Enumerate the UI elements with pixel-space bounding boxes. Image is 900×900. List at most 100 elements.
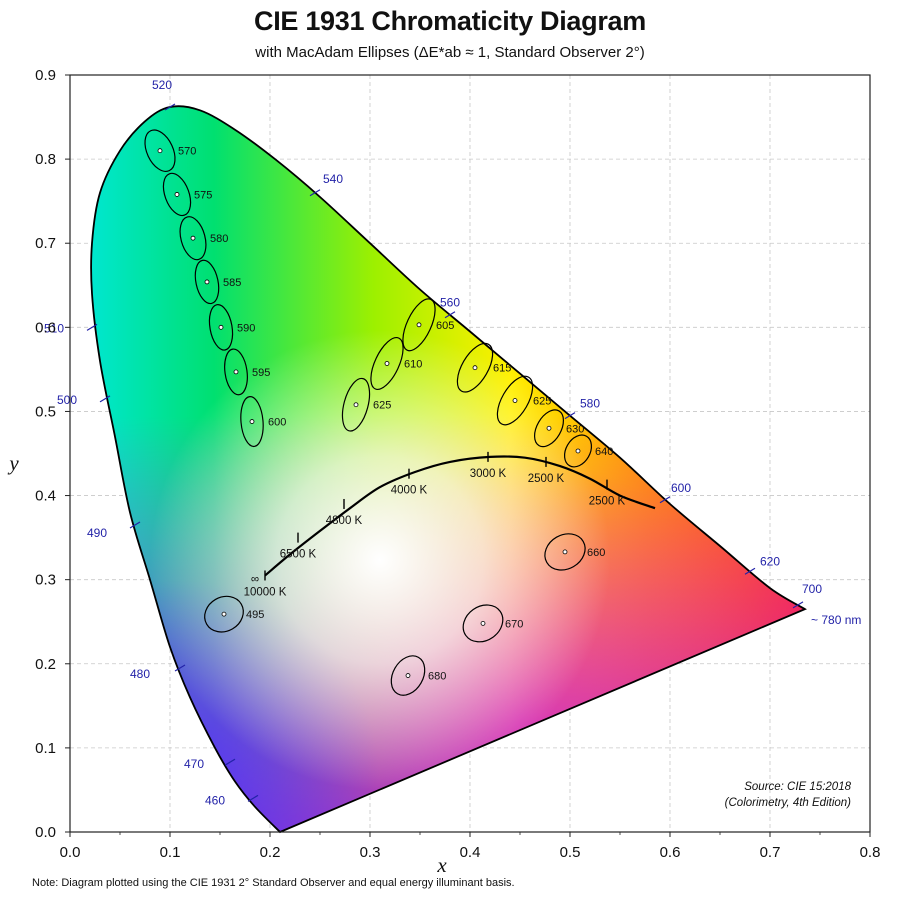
wavelength-label: 560 [440, 296, 460, 310]
wavelength-tick [86, 323, 98, 331]
ellipse-label: 595 [252, 367, 270, 379]
ellipse-label: 605 [436, 320, 454, 332]
macadam-ellipse [496, 375, 534, 426]
y-tick-label: 0.9 [35, 67, 56, 84]
wavelength-label: 490 [87, 526, 107, 540]
y-tick-label: 0.3 [35, 572, 56, 589]
ellipse-center-dot [353, 402, 359, 408]
gamut-fill [91, 106, 805, 832]
wavelength-label: 600 [671, 481, 691, 495]
macadam-ellipse [563, 434, 593, 468]
ellipse-center-dot [157, 148, 163, 154]
macadam-ellipse [462, 604, 504, 643]
wavelength-label: 460 [205, 793, 225, 807]
ellipse-center-dot [512, 398, 518, 403]
ellipse-label: 600 [268, 417, 286, 429]
ellipse-center-dot [416, 322, 422, 328]
wavelength-label: 470 [184, 757, 204, 771]
ellipse-label: 625 [373, 400, 391, 412]
y-tick-label: 0.4 [35, 488, 56, 505]
macadam-ellipse [240, 396, 264, 448]
macadam-ellipses: 570 575 580 585 590 595 600 625 610 605 615 625 630 6… [144, 129, 613, 696]
macadam-ellipse [194, 259, 220, 305]
ellipse-center-dot [218, 324, 224, 330]
wavelength-tick [99, 395, 111, 403]
wavelength-label: 700 [802, 582, 822, 596]
x-tick-label: 0.1 [160, 844, 181, 861]
wavelength-tick [659, 496, 671, 504]
axes: 0.0 0.1 0.2 0.3 0.4 0.5 0.6 0.7 0.8 0.0 0.1 0.2 0.3 0… [35, 67, 880, 861]
wavelength-tick [309, 189, 321, 197]
wavelength-label: 520 [152, 78, 172, 92]
y-tick-label: 0.1 [35, 740, 56, 757]
macadam-ellipse [533, 409, 565, 448]
macadam-ellipse [456, 342, 494, 393]
ellipse-center-dot [384, 361, 390, 366]
spectral-locus [90, 105, 807, 834]
wavelength-label: 500 [57, 393, 77, 407]
ellipse-center-dot [190, 235, 196, 241]
y-tick-label: 0.0 [35, 824, 56, 841]
ellipse-center-dot [472, 365, 478, 371]
x-tick-label: 0.6 [660, 844, 681, 861]
chart-title: CIE 1931 Chromaticity Diagram [254, 6, 646, 36]
ellipse-center-dot [405, 673, 411, 678]
wavelength-label: 580 [580, 397, 600, 411]
wavelength-tick [564, 412, 576, 420]
wavelength-tick [174, 664, 186, 672]
macadam-ellipse [204, 595, 244, 633]
macadam-ellipse [144, 129, 176, 172]
macadam-ellipse [179, 216, 207, 261]
cct-label: 10000 K [244, 586, 287, 598]
ellipse-label: 580 [210, 233, 228, 245]
ellipse-center-dot [562, 549, 568, 555]
ellipse-label: 570 [178, 146, 196, 158]
wavelength-label: 620 [760, 554, 780, 568]
ellipse-label: 590 [237, 322, 255, 334]
ellipse-center-dot [546, 425, 552, 431]
ellipse-label: 585 [223, 277, 241, 289]
x-tick-label: 0.0 [60, 844, 81, 861]
wavelength-label: 480 [130, 667, 150, 681]
ellipse-center-dot [480, 621, 486, 626]
ellipse-label: 670 [505, 618, 523, 630]
footnote: Note: Diagram plotted using the CIE 1931… [32, 877, 515, 889]
ellipse-label: 625 [533, 396, 551, 408]
wavelength-tick [224, 758, 236, 766]
macadam-ellipse [402, 298, 436, 352]
wavelength-labels: 460 470 480 490 500 510 520 540 560 580 600 620 700 ~… [44, 78, 861, 807]
macadam-ellipse [224, 348, 248, 396]
ellipse-center-dot [575, 448, 581, 454]
wavelength-tick [247, 794, 259, 802]
cct-label: 4000 K [391, 485, 428, 497]
ellipse-center-dot [233, 369, 239, 375]
macadam-ellipse [208, 304, 234, 351]
wavelength-label: 510 [44, 321, 64, 335]
wavelength-label: ~ 780 nm [811, 613, 861, 627]
y-axis-title: y [7, 451, 19, 475]
wavelength-tick [792, 601, 804, 609]
wavelength-tick [444, 311, 456, 319]
cct-label: 4800 K [326, 515, 363, 527]
planckian-locus [264, 455, 656, 577]
macadam-ellipse [370, 337, 404, 390]
cct-label: 6500 K [280, 549, 317, 561]
x-tick-label: 0.3 [360, 844, 381, 861]
ellipse-center-dot [249, 419, 255, 424]
infinity-label: ∞ [251, 573, 259, 585]
ellipse-center-dot [204, 279, 210, 285]
ellipse-label: 495 [246, 609, 264, 621]
cct-label: 2500 K [589, 496, 626, 508]
macadam-ellipse [544, 533, 586, 571]
wavelength-label: 540 [323, 172, 343, 186]
source-line-2: (Colorimetry, 4th Edition) [725, 797, 851, 809]
ellipse-label: 660 [587, 547, 605, 559]
ellipse-center-dot [221, 611, 227, 617]
ellipse-label: 615 [493, 363, 511, 375]
y-tick-label: 0.2 [35, 656, 56, 673]
x-axis-title: x [436, 853, 447, 877]
wavelength-tick [164, 103, 176, 111]
ellipse-center-dot [174, 192, 180, 197]
macadam-ellipse [162, 172, 192, 217]
